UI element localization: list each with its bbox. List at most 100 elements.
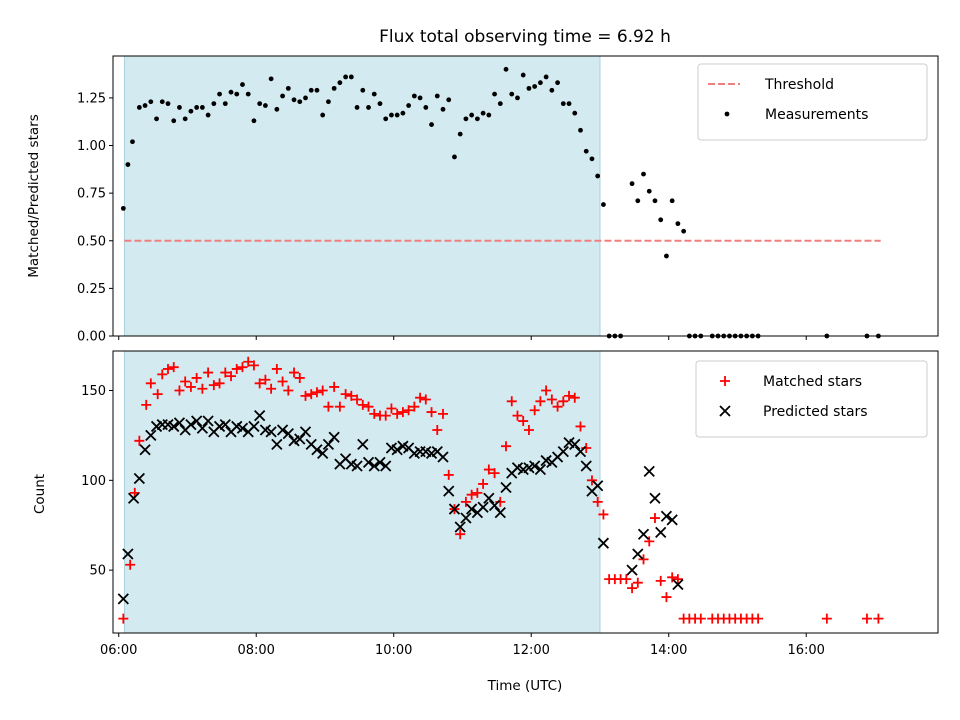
measurement-point xyxy=(366,105,371,110)
matched-star-point xyxy=(141,399,152,410)
predicted-star-point xyxy=(248,420,260,433)
matched-star-point xyxy=(575,421,586,432)
matched-star-point xyxy=(644,536,655,547)
measurement-point xyxy=(463,116,469,122)
measurement-point xyxy=(669,198,675,204)
predicted-star-point xyxy=(374,456,386,468)
predicted-star-point xyxy=(317,447,329,460)
predicted-star-point xyxy=(265,426,277,438)
matched-star-point xyxy=(415,392,426,403)
matched-star-point xyxy=(873,613,884,624)
predicted-star-point xyxy=(271,438,283,451)
bottom-y-axis-label: Count xyxy=(32,474,48,514)
measurement-point xyxy=(262,103,268,108)
predicted-star-point xyxy=(672,578,684,591)
predicted-star-point xyxy=(500,481,512,494)
measurement-point xyxy=(681,228,687,234)
measurement-point xyxy=(658,217,664,223)
matched-star-point xyxy=(352,394,363,405)
predicted-star-point xyxy=(351,460,363,472)
predicted-star-point xyxy=(362,456,375,468)
legend-predicted-label: Predicted stars xyxy=(763,404,868,420)
measurement-point xyxy=(211,101,217,107)
measurement-point xyxy=(601,202,606,207)
measurement-point xyxy=(675,221,681,227)
matched-star-point xyxy=(621,574,632,585)
plot-frame xyxy=(112,350,939,634)
measurement-point xyxy=(452,154,457,160)
matched-star-point xyxy=(598,509,609,520)
predicted-star-point xyxy=(574,445,587,458)
measurement-point xyxy=(440,106,446,112)
measurement-point xyxy=(400,110,406,116)
predicted-star-point xyxy=(117,593,129,605)
matched-star-point xyxy=(506,396,517,407)
predicted-star-point xyxy=(276,424,289,436)
predicted-star-point xyxy=(448,503,461,515)
predicted-star-point xyxy=(580,460,592,472)
matched-star-point xyxy=(821,613,832,624)
matched-star-point xyxy=(174,385,185,396)
legend: Matched stars Predicted stars xyxy=(695,360,928,438)
measurement-point xyxy=(497,101,503,107)
predicted-star-point xyxy=(660,510,673,522)
x-tick-label: 06:00 xyxy=(100,643,137,658)
measurement-point xyxy=(635,198,641,204)
observing-window-shade xyxy=(123,350,601,634)
measurement-point xyxy=(560,101,566,107)
predicted-star-point xyxy=(202,415,214,427)
top-panel: 0.00 0.25 0.50 0.75 1.00 1.25 Threshold Measure… xyxy=(77,55,939,345)
measurement-point xyxy=(136,105,142,110)
matched-star-point xyxy=(260,374,271,385)
matched-star-point xyxy=(317,385,328,396)
measurement-point xyxy=(646,188,652,194)
measurement-point xyxy=(148,99,154,105)
measurement-point xyxy=(274,106,280,112)
measurement-point xyxy=(194,105,200,110)
measurement-point xyxy=(268,76,274,82)
matched-star-point xyxy=(546,394,557,405)
matched-star-point xyxy=(552,401,563,412)
matched-star-point xyxy=(237,362,248,373)
measurement-point xyxy=(423,105,429,110)
matched-star-point xyxy=(220,367,231,378)
measurement-point xyxy=(474,116,480,122)
legend-measurement-label: Measurements xyxy=(765,107,868,123)
measurement-point xyxy=(251,118,257,124)
legend: Threshold Measurements xyxy=(697,63,928,141)
x-tick-label: 12:00 xyxy=(512,643,549,658)
predicted-star-point xyxy=(391,444,403,456)
measurement-point xyxy=(177,105,182,110)
measurement-point xyxy=(371,91,377,97)
matched-star-point xyxy=(191,372,202,383)
matched-star-point xyxy=(586,475,597,486)
matched-star-point xyxy=(346,390,357,401)
matched-star-point xyxy=(208,380,219,391)
plot-frame xyxy=(112,55,939,337)
measurement-point xyxy=(664,253,669,259)
measurement-point xyxy=(337,80,343,86)
matched-star-point xyxy=(163,363,173,374)
matched-star-point xyxy=(861,613,872,624)
matched-star-point xyxy=(311,387,322,398)
matched-star-point xyxy=(180,376,191,387)
x-tick-label: 14:00 xyxy=(650,643,687,658)
measurement-point xyxy=(228,89,234,95)
measurement-point xyxy=(555,80,560,86)
y-tick-label: 50 xyxy=(89,564,106,579)
measurement-point xyxy=(566,101,572,107)
matched-star-point xyxy=(231,363,242,374)
matched-star-point xyxy=(569,392,580,403)
measurement-point xyxy=(297,99,303,105)
predicted-star-point xyxy=(477,501,489,513)
matched-star-point xyxy=(443,469,454,480)
predicted-star-point xyxy=(460,512,472,524)
matched-star-point xyxy=(243,356,254,367)
predicted-star-point xyxy=(299,426,312,438)
matched-star-point xyxy=(409,401,420,412)
matched-star-point xyxy=(753,613,764,624)
matched-star-point xyxy=(397,407,408,418)
matched-star-point xyxy=(518,416,529,427)
legend-threshold-label: Threshold xyxy=(764,77,834,93)
